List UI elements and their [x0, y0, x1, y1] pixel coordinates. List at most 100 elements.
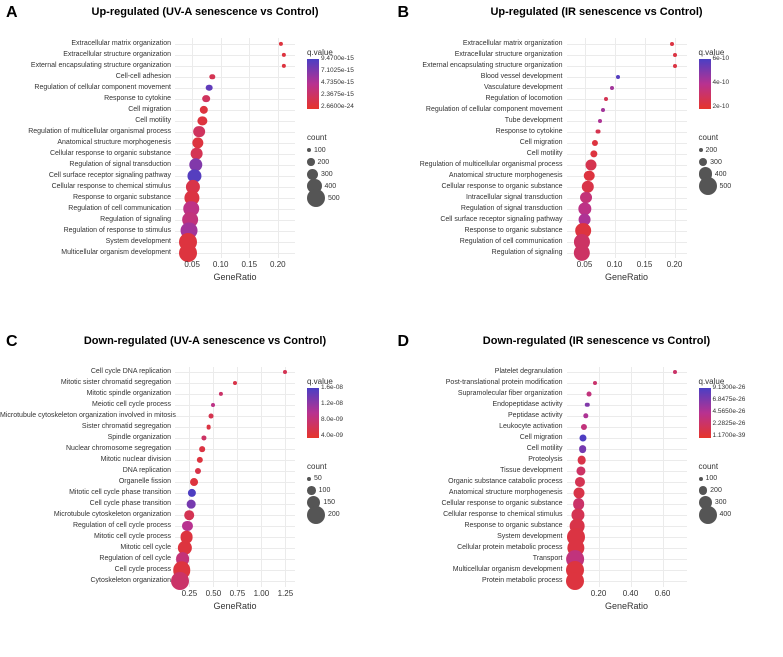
y-term-label: Cellular response to organic substance — [392, 183, 563, 190]
legend-count-label: 100 — [319, 487, 331, 494]
colorbar — [307, 59, 319, 109]
y-term-label: Regulation of signal transduction — [392, 205, 563, 212]
panel-title: Down-regulated (UV-A senescence vs Contr… — [75, 335, 335, 347]
legend-count-row: 500 — [307, 192, 340, 204]
gridline-h — [175, 471, 295, 472]
y-term-label: Regulation of cell communication — [392, 238, 563, 245]
y-term-label: Regulation of signal transduction — [0, 161, 171, 168]
legend-count-icon — [307, 189, 325, 207]
y-term-label: External encapsulating structure organiz… — [0, 62, 171, 69]
legend-count-label: 500 — [328, 195, 340, 202]
gridline-h — [175, 449, 295, 450]
y-term-label: Cell migration — [392, 139, 563, 146]
legend-count-label: 400 — [325, 183, 337, 190]
y-term-label: Platelet degranulation — [392, 368, 563, 375]
x-tick-label: 1.00 — [249, 589, 273, 598]
colorbar-label: 6e-10 — [713, 56, 730, 63]
data-point — [190, 478, 198, 486]
x-tick-label: 0.50 — [201, 589, 225, 598]
data-point — [575, 477, 585, 487]
gridline-h — [567, 394, 687, 395]
legend-count-icon — [307, 169, 318, 180]
y-term-label: Microtubule cytoskeleton organization in… — [0, 412, 171, 419]
legend-count-label: 100 — [706, 475, 718, 482]
gridline-h — [567, 77, 687, 78]
legend-count-row: 50 — [307, 473, 340, 485]
x-axis-title: GeneRatio — [175, 601, 295, 611]
y-term-label: Endopeptidase activity — [392, 401, 563, 408]
gridline-v — [221, 38, 222, 258]
y-term-label: Mitotic nuclear division — [0, 456, 171, 463]
legend-count-label: 150 — [323, 499, 335, 506]
gridline-v — [237, 367, 238, 587]
data-point — [279, 41, 283, 45]
y-term-label: Protein metabolic process — [392, 577, 563, 584]
gridline-v — [189, 367, 190, 587]
y-term-label: Regulation of cell cycle — [0, 555, 171, 562]
gridline-h — [567, 383, 687, 384]
data-point — [670, 42, 674, 46]
legend-count-label: 50 — [314, 475, 322, 482]
legend-count-row: 300 — [699, 156, 732, 168]
data-point — [584, 170, 595, 181]
gridline-v — [278, 38, 279, 258]
legend-count: count200300400500 — [699, 133, 732, 192]
gridline-h — [567, 515, 687, 516]
gridline-v — [249, 38, 250, 258]
legend-count-label: 200 — [328, 511, 340, 518]
y-term-label: Blood vessel development — [392, 73, 563, 80]
x-tick-label: 0.20 — [266, 260, 290, 269]
legend-count-row: 100 — [307, 485, 340, 497]
y-term-label: Transport — [392, 555, 563, 562]
panel-letter: D — [398, 333, 410, 351]
y-term-label: DNA replication — [0, 467, 171, 474]
legend-count-label: 400 — [720, 511, 732, 518]
plot-area — [175, 367, 295, 587]
gridline-h — [175, 121, 295, 122]
y-term-label: Cell cycle process — [0, 566, 171, 573]
gridline-h — [567, 570, 687, 571]
legend-count-row: 100 — [307, 144, 340, 156]
x-axis-title: GeneRatio — [567, 272, 687, 282]
y-term-label: Cell motility — [392, 150, 563, 157]
y-term-label: Mitotic spindle organization — [0, 390, 171, 397]
panel-title: Up-regulated (UV-A senescence vs Control… — [75, 6, 335, 18]
data-point — [673, 64, 677, 68]
gridline-h — [175, 581, 295, 582]
y-term-label: Cellular response to chemical stimulus — [392, 511, 563, 518]
y-term-label: Cytoskeleton organization — [0, 577, 171, 584]
legend-qvalue: q.value1.6e-081.2e-088.0e-094.0e-09 — [307, 377, 333, 440]
legend-count-title: count — [699, 462, 732, 471]
gridline-h — [175, 394, 295, 395]
legend-count: count100200300400500 — [307, 133, 340, 204]
gridline-h — [567, 110, 687, 111]
x-tick-label: 0.40 — [619, 589, 643, 598]
y-term-label: Cell cycle DNA replication — [0, 368, 171, 375]
legend-count-label: 300 — [321, 171, 333, 178]
gridline-h — [567, 372, 687, 373]
gridline-h — [175, 438, 295, 439]
y-term-label: Cellular response to chemical stimulus — [0, 183, 171, 190]
legend-count-row: 400 — [699, 509, 732, 521]
gridline-v — [645, 38, 646, 258]
y-term-label: Response to cytokine — [392, 128, 563, 135]
colorbar — [699, 388, 711, 438]
y-term-label: Regulation of cell communication — [0, 205, 171, 212]
gridline-h — [567, 55, 687, 56]
data-point — [233, 381, 237, 385]
gridline-h — [175, 559, 295, 560]
gridline-h — [567, 44, 687, 45]
gridline-h — [567, 66, 687, 67]
data-point — [673, 53, 677, 57]
colorbar-label: 7.1025e-15 — [321, 68, 354, 75]
data-point — [581, 424, 587, 430]
x-tick-label: 0.75 — [225, 589, 249, 598]
legend-count: count 50 100 150 200 — [307, 462, 340, 521]
gridline-v — [599, 367, 600, 587]
data-point — [201, 435, 206, 440]
x-tick-label: 0.05 — [573, 260, 597, 269]
legend-count-row: 200 — [699, 485, 732, 497]
gridline-v — [615, 38, 616, 258]
legend-count-title: count — [307, 462, 340, 471]
legend-count-icon — [699, 148, 703, 152]
